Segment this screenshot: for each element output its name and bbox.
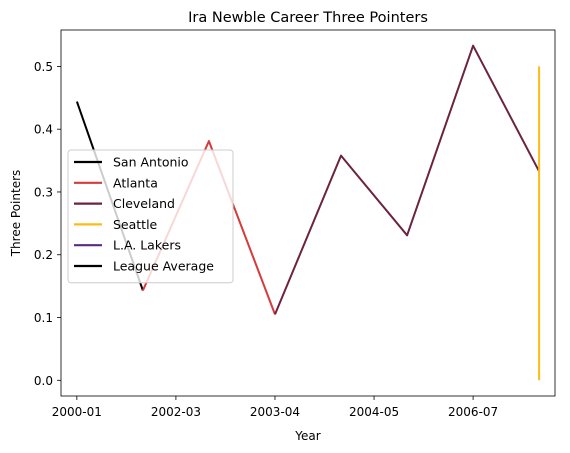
y-tick-label: 0.1	[34, 311, 53, 325]
legend-entry: League Average	[113, 259, 214, 274]
y-axis: 0.0 0.1 0.2 0.3 0.4 0.5	[34, 60, 61, 388]
x-tick-label: 2003-04	[250, 405, 300, 419]
series-line-2	[274, 44, 540, 315]
legend-entry: Cleveland	[113, 196, 175, 211]
y-axis-label: Three Pointers	[9, 170, 23, 258]
x-axis: 2000-01 2002-03 2003-04 2004-05 2006-07	[52, 396, 498, 419]
chart-title: Ira Newble Career Three Pointers	[188, 10, 428, 26]
y-tick-label: 0.3	[34, 185, 53, 199]
legend-entry: Seattle	[113, 217, 158, 232]
y-tick-label: 0.5	[34, 60, 53, 74]
legend: San Antonio Atlanta Cleveland Seattle L.A. L…	[67, 149, 234, 284]
y-tick-label: 0.4	[34, 123, 53, 137]
x-tick-label: 2002-03	[151, 405, 201, 419]
y-tick-label: 0.2	[34, 248, 53, 262]
y-tick-label: 0.0	[34, 374, 53, 388]
x-tick-label: 2004-05	[349, 405, 399, 419]
x-tick-label: 2006-07	[448, 405, 498, 419]
x-axis-label: Year	[294, 429, 320, 443]
plot-frame	[60, 29, 556, 397]
legend-entry: Atlanta	[113, 175, 158, 190]
legend-entry: L.A. Lakers	[113, 238, 181, 253]
x-tick-label: 2000-01	[52, 405, 102, 419]
legend-box	[67, 149, 234, 284]
legend-entry: San Antonio	[113, 155, 189, 170]
